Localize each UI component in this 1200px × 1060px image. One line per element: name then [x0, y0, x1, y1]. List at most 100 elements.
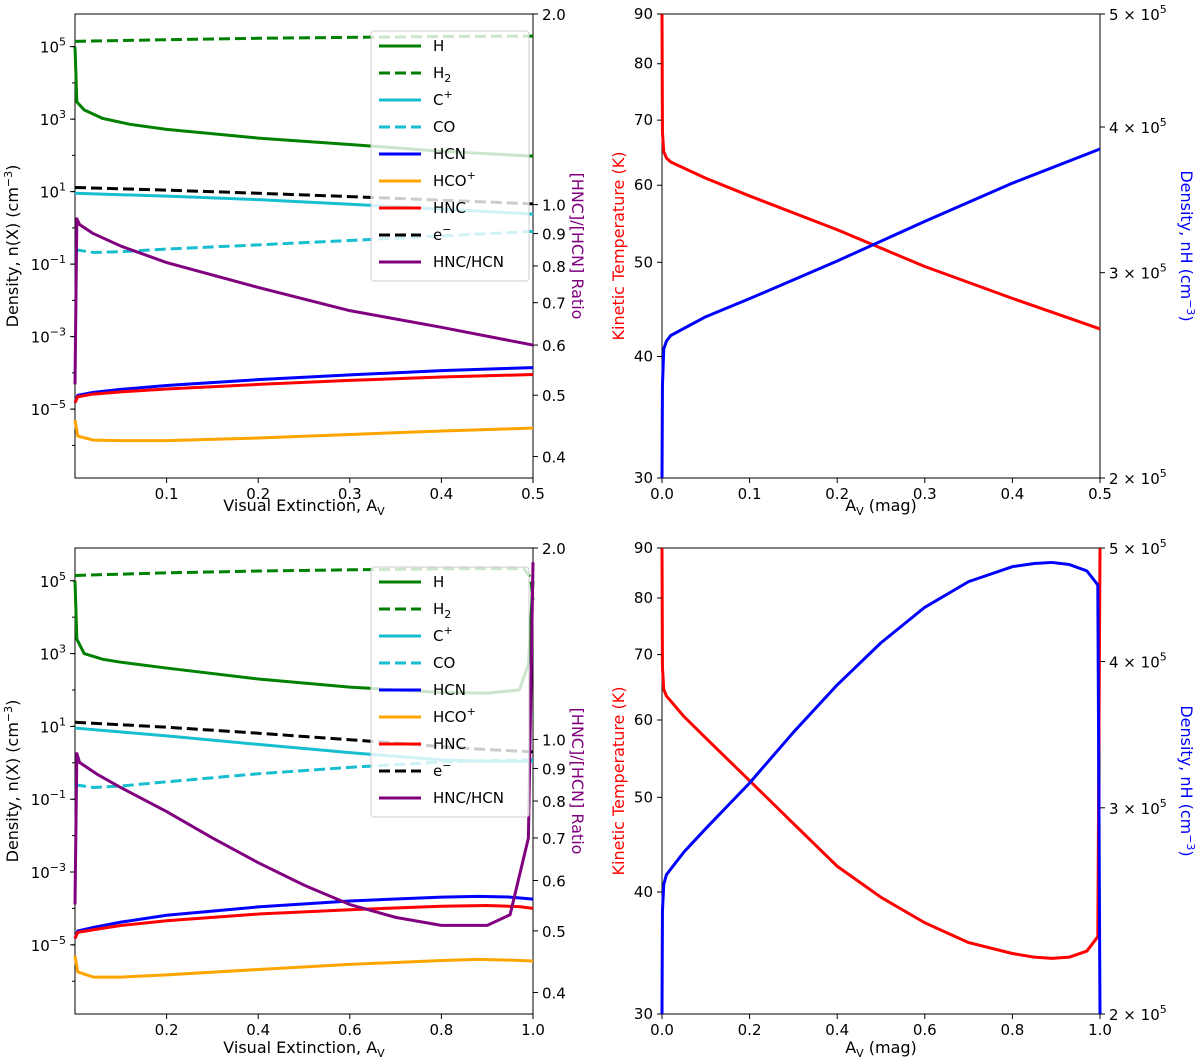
y2-tick-label: 0.9 [542, 761, 566, 779]
y2-ticks-bottom-right: 2 × 105 3 × 105 4 × 105 5 × 105 [1100, 537, 1167, 1024]
y-tick-label: 30 [634, 1005, 653, 1023]
y-tick-label: 10−5 [31, 398, 66, 419]
y2-axis-label-top-right: Density, nH (cm−3) [1177, 170, 1197, 321]
y-tick-label: 10−3 [31, 326, 66, 347]
y2-tick-label: 4 × 105 [1109, 650, 1167, 671]
legend-label: HNC/HCN [433, 253, 504, 271]
panel-bottom-left: 0.2 0.4 0.6 0.8 1.0 105 103 101 10−1 10−3 10−5 0.… [2, 540, 587, 1060]
y2-ticks-top-right: 2 × 105 3 × 105 4 × 105 5 × 105 [1100, 3, 1167, 488]
series-line-hnc-hcn [73, 217, 534, 385]
x-tick-label: 0.6 [338, 1021, 362, 1039]
legend-label: H2 [433, 64, 451, 85]
legend-label: CO [433, 654, 455, 672]
legend-top-left: H H2 C+ CO HCN HCO+ HNC e− HNC/HCN [370, 30, 530, 282]
legend-label: e− [433, 759, 451, 780]
y-tick-label: 101 [40, 181, 66, 202]
y2-tick-label: 5 × 105 [1109, 537, 1167, 558]
series-line-hcn [73, 894, 534, 939]
x-ticks-bottom-left: 0.2 0.4 0.6 0.8 1.0 [155, 1014, 545, 1039]
x-tick-label: 0.5 [1088, 485, 1112, 503]
y2-tick-label: 3 × 105 [1109, 797, 1167, 818]
series-line-kinetic-temperature [660, 547, 1102, 960]
series-line-hcn [73, 366, 534, 404]
legend-label: H2 [433, 600, 451, 621]
y-tick-label: 80 [634, 55, 653, 73]
y-tick-label: 90 [634, 539, 653, 557]
legend-label: HNC [433, 735, 466, 753]
x-tick-label: 0.8 [1000, 1021, 1024, 1039]
y2-tick-label: 0.4 [542, 449, 566, 467]
panel-top-left: 0.1 0.2 0.3 0.4 0.5 105 103 101 10−1 10−3 10−5 0.… [2, 6, 587, 518]
series-line-h2 [74, 34, 534, 43]
x-tick-label: 0.0 [650, 485, 674, 503]
legend-label: CO [433, 118, 455, 136]
x-axis-label-bottom-left: Visual Extinction, AV [223, 1038, 385, 1060]
y2-tick-label: 0.6 [542, 337, 566, 355]
y-ticks-bottom-left: 105 103 101 10−1 10−3 10−5 [31, 570, 75, 982]
series-line-hco- [73, 419, 534, 443]
y-ticks-top-left: 105 103 101 10−1 10−3 10−5 [31, 36, 75, 446]
y2-tick-label: 2 × 105 [1109, 1003, 1167, 1024]
y2-tick-label: 0.5 [542, 387, 566, 405]
curves-bottom-right [660, 547, 1102, 1015]
series-line-density-nh [660, 560, 1102, 1015]
x-tick-label: 0.4 [246, 1021, 270, 1039]
y2-tick-label: 0.8 [542, 258, 566, 276]
x-tick-label: 0.3 [913, 485, 937, 503]
legend-label: HNC/HCN [433, 789, 504, 807]
legend-label: HCN [433, 681, 466, 699]
y-tick-label: 10−5 [31, 934, 66, 955]
x-tick-label: 0.2 [738, 1021, 762, 1039]
series-line-e- [74, 720, 534, 754]
y-tick-label: 70 [634, 111, 653, 129]
x-tick-label: 0.2 [825, 485, 849, 503]
legend-label: HCO+ [433, 169, 476, 190]
y2-tick-label: 1.0 [542, 731, 566, 749]
y-tick-label: 60 [634, 176, 653, 194]
y-tick-label: 101 [40, 715, 66, 736]
y-tick-label: 40 [634, 883, 653, 901]
y-tick-label: 103 [40, 643, 66, 664]
y2-tick-label: 5 × 105 [1109, 3, 1167, 24]
panel-top-right: 0.0 0.1 0.2 0.3 0.4 0.5 30 40 50 60 70 80 90 2 × 10… [609, 3, 1197, 518]
y-tick-label: 70 [634, 646, 653, 664]
y-ticks-bottom-right: 30 40 50 60 70 80 90 [634, 539, 662, 1023]
y-axis-label-bottom-left: Density, n(X) (cm−3) [2, 700, 22, 863]
legend-label: HNC [433, 199, 466, 217]
x-tick-label: 1.0 [521, 1021, 545, 1039]
y2-tick-label: 0.9 [542, 226, 566, 244]
x-tick-label: 0.5 [521, 485, 545, 503]
y2-tick-label: 0.5 [542, 923, 566, 941]
y2-ticks-bottom-left: 0.4 0.5 0.6 0.7 0.8 0.9 1.0 2.0 [533, 540, 566, 1002]
y2-tick-label: 0.7 [542, 830, 566, 848]
legend-label: H [433, 573, 444, 591]
x-tick-label: 0.3 [338, 485, 362, 503]
y-tick-label: 30 [634, 469, 653, 487]
y2-tick-label: 1.0 [542, 197, 566, 215]
x-ticks-top-left: 0.1 0.2 0.3 0.4 0.5 [155, 478, 545, 503]
x-tick-label: 1.0 [1088, 1021, 1112, 1039]
y2-tick-label: 2.0 [542, 6, 566, 24]
legend-box-bottom-left [370, 566, 530, 818]
legend-entries-top-left: H H2 C+ CO HCN HCO+ HNC e− HNC/HCN [379, 37, 504, 271]
y2-tick-label: 4 × 105 [1109, 116, 1167, 137]
y-tick-label: 80 [634, 589, 653, 607]
y-tick-label: 90 [634, 5, 653, 23]
x-tick-label: 0.1 [738, 485, 762, 503]
y2-tick-label: 3 × 105 [1109, 262, 1167, 283]
x-tick-label: 0.4 [1000, 485, 1024, 503]
legend-bottom-left: H H2 C+ CO HCN HCO+ HNC e− HNC/HCN [370, 566, 530, 818]
x-tick-label: 0.4 [825, 1021, 849, 1039]
legend-label: HCN [433, 145, 466, 163]
x-axis-label-bottom-right: AV (mag) [845, 1038, 917, 1060]
y-tick-label: 50 [634, 788, 653, 806]
y-axis-label-bottom-right: Kinetic Temperature (K) [609, 687, 628, 876]
legend-label: HCO+ [433, 705, 476, 726]
y-tick-label: 105 [40, 570, 66, 591]
legend-entries-bottom-left: H H2 C+ CO HCN HCO+ HNC e− HNC/HCN [379, 573, 504, 807]
series-line-density-nh [660, 147, 1101, 479]
y2-tick-label: 0.7 [542, 295, 566, 313]
y-axis-label-top-left: Density, n(X) (cm−3) [2, 165, 22, 328]
y-tick-label: 10−1 [31, 253, 66, 274]
y2-tick-label: 0.6 [542, 872, 566, 890]
